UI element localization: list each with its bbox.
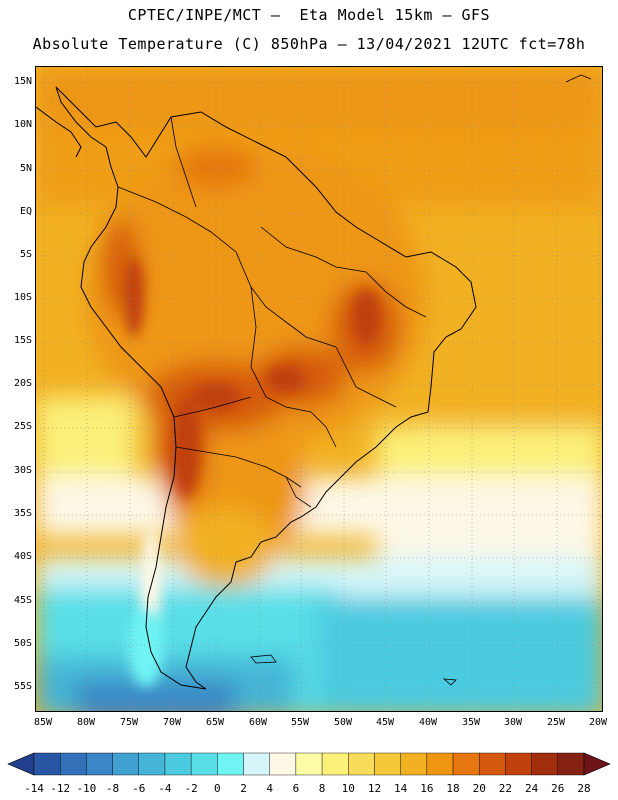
temperature-map bbox=[35, 66, 603, 712]
colorbar-label: -8 bbox=[105, 782, 120, 795]
title-line-2: Absolute Temperature (C) 850hPa – 13/04/… bbox=[32, 35, 586, 53]
lon-label-80w: 80W bbox=[76, 717, 96, 728]
lon-label-75w: 75W bbox=[119, 717, 139, 728]
colorbar-label: 6 bbox=[292, 782, 300, 795]
country-borders bbox=[117, 116, 427, 508]
temperature-map-svg bbox=[36, 67, 602, 711]
colorbar-label: 12 bbox=[367, 782, 382, 795]
lat-label-50s: 50S bbox=[13, 638, 32, 649]
south-america-coastline bbox=[55, 86, 477, 690]
lon-label-45w: 45W bbox=[375, 717, 395, 728]
colorbar-label: 24 bbox=[524, 782, 539, 795]
colorbar-label: 20 bbox=[472, 782, 486, 795]
colorbar-label: -14 bbox=[24, 782, 44, 795]
colorbar-swatch bbox=[164, 752, 192, 776]
lat-label-10s: 10S bbox=[13, 292, 32, 303]
lat-label-35s: 35S bbox=[13, 508, 32, 519]
lat-label-5s: 5S bbox=[19, 249, 32, 260]
lat-label-30s: 30S bbox=[13, 465, 32, 476]
colorbar-label: 16 bbox=[420, 782, 434, 795]
colorbar-label: -6 bbox=[132, 782, 146, 795]
lat-label-55s: 55S bbox=[13, 681, 32, 692]
colorbar-swatch bbox=[243, 752, 270, 776]
lon-label-25w: 25W bbox=[546, 717, 566, 728]
colorbar-swatch bbox=[531, 752, 559, 776]
colorbar-label: 26 bbox=[551, 782, 565, 795]
lon-label-30w: 30W bbox=[503, 717, 523, 728]
colorbar-swatch bbox=[138, 752, 166, 776]
colorbar-high-triangle bbox=[583, 752, 611, 776]
colorbar-swatch bbox=[452, 752, 480, 776]
colorbar-swatch bbox=[321, 752, 349, 776]
lat-label-15s: 15S bbox=[13, 335, 32, 346]
colorbar-swatch bbox=[348, 752, 375, 776]
lon-label-50w: 50W bbox=[333, 717, 353, 728]
lon-label-65w: 65W bbox=[205, 717, 225, 728]
colorbar-label: 2 bbox=[240, 782, 247, 795]
lat-label-5n: 5N bbox=[19, 163, 32, 174]
colorbar-label: 28 bbox=[577, 782, 591, 795]
colorbar-swatch bbox=[190, 752, 218, 776]
colorbar-label: -2 bbox=[184, 782, 198, 795]
colorbar-swatch bbox=[295, 752, 323, 776]
colorbar-label: 8 bbox=[318, 782, 326, 795]
colorbar-label: 10 bbox=[341, 782, 355, 795]
colorbar-swatch bbox=[505, 752, 532, 776]
colorbar-swatch bbox=[86, 752, 113, 776]
colorbar-label: 22 bbox=[498, 782, 513, 795]
lon-label-70w: 70W bbox=[162, 717, 182, 728]
lat-label-45s: 45S bbox=[13, 595, 32, 606]
colorbar-low-triangle bbox=[7, 752, 35, 776]
colorbar-swatch bbox=[479, 752, 506, 776]
colorbar-swatch bbox=[374, 752, 401, 776]
lat-label-eq: EQ bbox=[19, 206, 32, 217]
colorbar-label: -4 bbox=[158, 782, 172, 795]
colorbar-label: 0 bbox=[214, 782, 221, 795]
colorbar-label: -12 bbox=[50, 782, 71, 795]
lat-label-25s: 25S bbox=[13, 421, 32, 432]
lon-label-40w: 40W bbox=[418, 717, 438, 728]
lon-label-85w: 85W bbox=[33, 717, 53, 728]
colorbar-swatch bbox=[217, 752, 244, 776]
colorbar-swatch bbox=[33, 752, 61, 776]
colorbar-swatch bbox=[400, 752, 428, 776]
colorbar-label: -10 bbox=[76, 782, 97, 795]
lat-label-10n: 10N bbox=[13, 119, 32, 130]
colorbar-swatch bbox=[59, 752, 87, 776]
lat-label-40s: 40S bbox=[13, 551, 32, 562]
colorbar-swatch bbox=[112, 752, 139, 776]
colorbar bbox=[7, 752, 611, 776]
lat-label-20s: 20S bbox=[13, 378, 32, 389]
title-line-1: CPTEC/INPE/MCT – Eta Model 15km – GFS bbox=[127, 6, 491, 24]
temperature-field bbox=[36, 67, 602, 711]
lat-label-15n: 15N bbox=[13, 76, 32, 87]
lon-label-55w: 55W bbox=[290, 717, 310, 728]
colorbar-label: 4 bbox=[266, 782, 274, 795]
colorbar-label: 18 bbox=[446, 782, 460, 795]
lon-label-20w: 20W bbox=[588, 717, 608, 728]
colorbar-swatch bbox=[557, 752, 585, 776]
colorbar-swatch bbox=[426, 752, 454, 776]
colorbar-label: 14 bbox=[394, 782, 408, 795]
lon-label-35w: 35W bbox=[461, 717, 481, 728]
lon-label-60w: 60W bbox=[248, 717, 268, 728]
colorbar-swatch bbox=[269, 752, 297, 776]
